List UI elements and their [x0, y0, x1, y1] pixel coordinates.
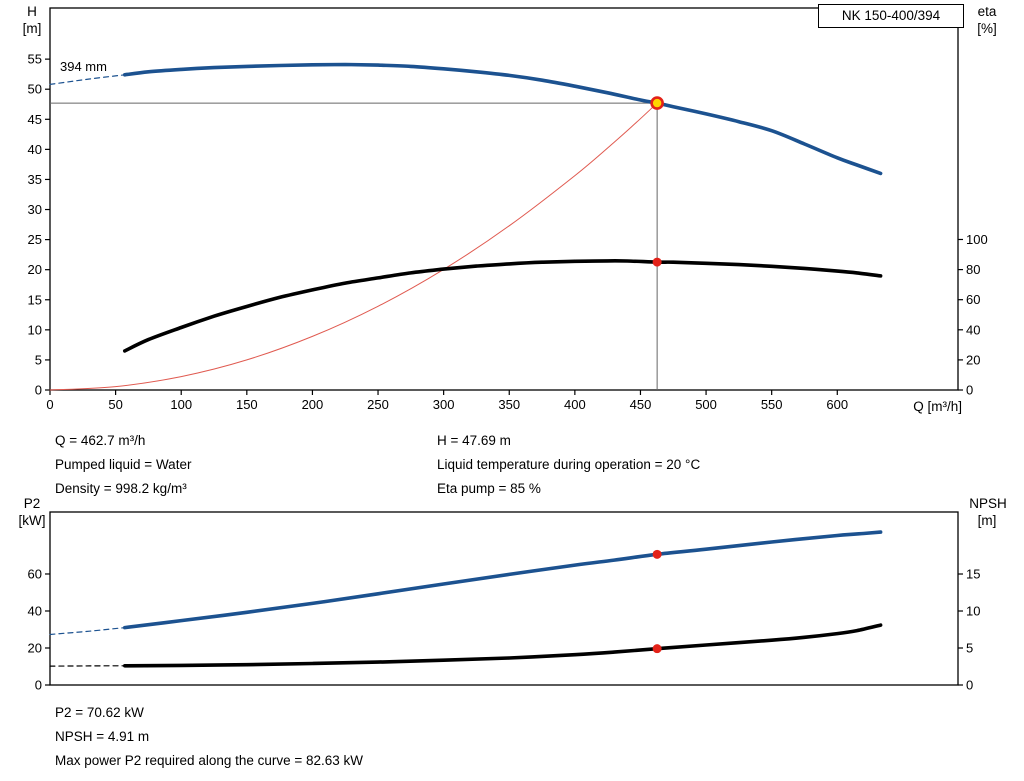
plot-frame [49, 511, 959, 686]
npsh-duty-point [652, 644, 662, 654]
left-axis-tick-label: 20 [28, 640, 42, 655]
p2-axis-unit: [kW] [18, 513, 46, 528]
right-axis-tick-label: 15 [966, 567, 980, 582]
efficiency-curve [123, 259, 883, 353]
duty-info-left-column: Q = 462.7 m³/h Pumped liquid = Water Den… [55, 429, 191, 501]
left-axis-tick-label: 15 [28, 292, 42, 307]
x-tick-label: 400 [564, 397, 586, 412]
left-axis-tick-label: 55 [28, 52, 42, 67]
eta-duty-point [652, 257, 662, 267]
left-axis-tick-label: 30 [28, 202, 42, 217]
head-curve-extrapolation [49, 74, 126, 85]
pump-model-box: NK 150-400/394 [818, 4, 964, 28]
x-tick-label: 350 [498, 397, 520, 412]
left-axis-tick-label: 40 [28, 142, 42, 157]
density-text: Density = 998.2 kg/m³ [55, 481, 187, 496]
x-tick-label: 550 [761, 397, 783, 412]
h-axis-label: H [27, 4, 37, 19]
left-axis-tick-label: 20 [28, 262, 42, 277]
eta-pump-text: Eta pump = 85 % [437, 481, 541, 496]
left-axis-tick-label: 10 [28, 322, 42, 337]
p2-npsh-chart: 0 20 40 60 0 5 10 15 [28, 511, 980, 693]
pumped-liquid-text: Pumped liquid = Water [55, 457, 192, 472]
eta-axis-unit: [%] [977, 21, 997, 36]
p2-duty-point [652, 549, 662, 559]
x-tick-label: 200 [302, 397, 324, 412]
max-power-text: Max power P2 required along the curve = … [55, 753, 364, 768]
p2-curve-extrapolation [49, 627, 126, 636]
npsh-axis-unit: [m] [977, 513, 997, 528]
x-tick-label: 150 [236, 397, 258, 412]
right-axis-tick-label: 20 [966, 352, 980, 367]
left-axis-tick-label: 50 [28, 82, 42, 97]
x-tick-label: 300 [433, 397, 455, 412]
system-curve [49, 102, 658, 391]
left-axis-tick-label: 25 [28, 232, 42, 247]
left-axis-tick-label: 0 [35, 678, 42, 693]
x-tick-label: 250 [367, 397, 389, 412]
eta-axis-label: eta [977, 4, 997, 19]
q-value-text: Q = 462.7 m³/h [55, 433, 146, 448]
x-tick-label: 600 [826, 397, 848, 412]
left-axis-tick-label: 0 [35, 383, 42, 398]
x-tick-label: 100 [170, 397, 192, 412]
x-tick-label: 0 [46, 397, 53, 412]
left-axis-tick-label: 35 [28, 172, 42, 187]
duty-info-right-column: H = 47.69 m Liquid temperature during op… [437, 429, 700, 501]
left-axis-tick-label: 45 [28, 112, 42, 127]
right-axis-tick-label: 60 [966, 292, 980, 307]
impeller-diameter-label: 394 mm [60, 59, 107, 74]
qh-eta-chart: 0 50 100 150 200 250 300 350 400 450 500 550 6000510… [28, 7, 988, 412]
head-curve [123, 62, 883, 176]
h-value-text: H = 47.69 m [437, 433, 511, 448]
x-tick-label: 50 [108, 397, 122, 412]
right-axis-tick-label: 40 [966, 322, 980, 337]
p2-value-text: P2 = 70.62 kW [55, 705, 144, 720]
p2-curve [123, 530, 883, 630]
left-axis-tick-label: 40 [28, 603, 42, 618]
duty-point [650, 96, 664, 110]
npsh-value-text: NPSH = 4.91 m [55, 729, 150, 744]
npsh-curve [123, 623, 883, 668]
result-info-column: P2 = 70.62 kW NPSH = 4.91 m Max power P2… [55, 701, 363, 773]
x-tick-label: 500 [695, 397, 717, 412]
plot-frame [49, 7, 959, 391]
p2-axis-label: P2 [23, 496, 41, 511]
right-axis-tick-label: 5 [966, 641, 973, 656]
right-axis-tick-label: 0 [966, 383, 973, 398]
left-axis-tick-label: 5 [35, 352, 42, 367]
liquid-temperature-text: Liquid temperature during operation = 20… [437, 457, 701, 472]
q-axis-label: Q [m³/h] [913, 399, 962, 414]
x-tick-label: 450 [630, 397, 652, 412]
right-axis-tick-label: 100 [966, 232, 988, 247]
npsh-axis-label: NPSH [969, 496, 1007, 511]
right-axis-tick-label: 80 [966, 262, 980, 277]
right-axis-tick-label: 10 [966, 604, 980, 619]
pump-model-label: NK 150-400/394 [841, 8, 941, 23]
h-axis-unit: [m] [22, 21, 42, 36]
left-axis-tick-label: 60 [28, 566, 42, 581]
right-axis-tick-label: 0 [966, 678, 973, 693]
